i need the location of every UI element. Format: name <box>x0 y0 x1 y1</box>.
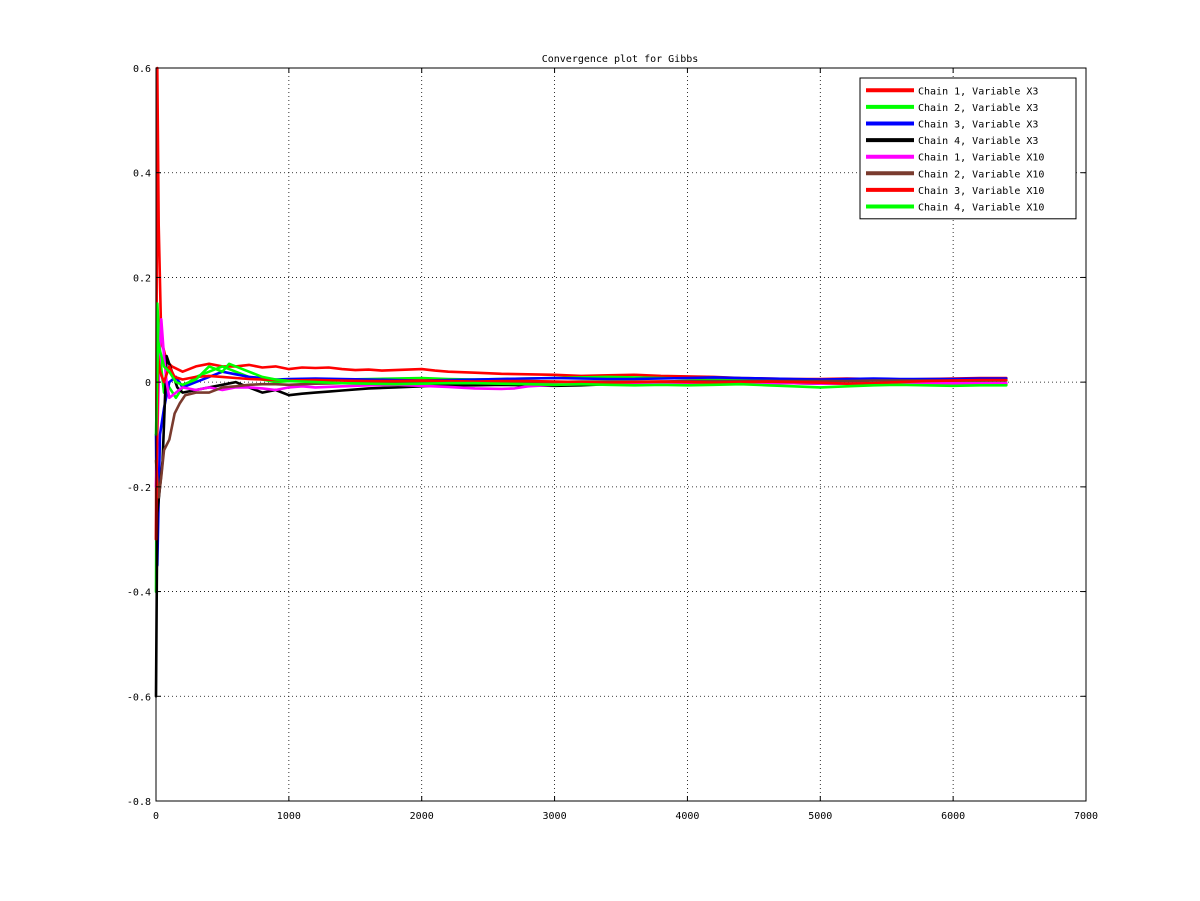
y-tick-label: -0.8 <box>127 797 151 808</box>
legend: Chain 1, Variable X3 Chain 2, Variable X3… <box>859 77 1077 220</box>
y-tick-label: 0 <box>145 378 151 389</box>
x-tick-label: 4000 <box>675 811 699 822</box>
legend-box <box>859 77 1077 220</box>
x-tick-label: 0 <box>153 811 159 822</box>
y-tick-label: -0.6 <box>127 692 151 703</box>
chart-title: Convergence plot for Gibbs <box>542 54 699 65</box>
x-tick-label: 1000 <box>277 811 301 822</box>
y-tick-label: 0.2 <box>133 273 151 284</box>
legend-label: Chain 1, Variable X3 <box>918 86 1038 97</box>
x-tick-label: 7000 <box>1074 811 1098 822</box>
y-tick-label: 0.4 <box>133 169 151 180</box>
series-line-8 <box>154 338 1008 436</box>
y-tick-label: -0.4 <box>127 588 151 599</box>
x-tick-label: 5000 <box>808 811 832 822</box>
legend-label: Chain 1, Variable X10 <box>918 153 1044 164</box>
legend-label: Chain 3, Variable X3 <box>918 120 1038 131</box>
x-tick-label: 3000 <box>543 811 567 822</box>
x-tick-label: 6000 <box>941 811 965 822</box>
legend-label: Chain 4, Variable X3 <box>918 136 1038 147</box>
legend-label: Chain 2, Variable X10 <box>918 169 1044 180</box>
series-line-3 <box>154 370 1008 567</box>
x-tick-label: 2000 <box>410 811 434 822</box>
legend-label: Chain 4, Variable X10 <box>918 203 1044 214</box>
series-line-7 <box>154 354 1008 541</box>
axes-frame <box>155 67 1087 802</box>
y-tick-label: 0.6 <box>133 64 151 75</box>
legend-label: Chain 2, Variable X3 <box>918 103 1038 114</box>
axis-ticks: 0 1000 2000 3000 4000 5000 6000 70000.60.40.20-… <box>127 64 1098 822</box>
legend-label: Chain 3, Variable X10 <box>918 186 1044 197</box>
series-lines <box>154 66 1008 698</box>
y-tick-label: -0.2 <box>127 483 151 494</box>
